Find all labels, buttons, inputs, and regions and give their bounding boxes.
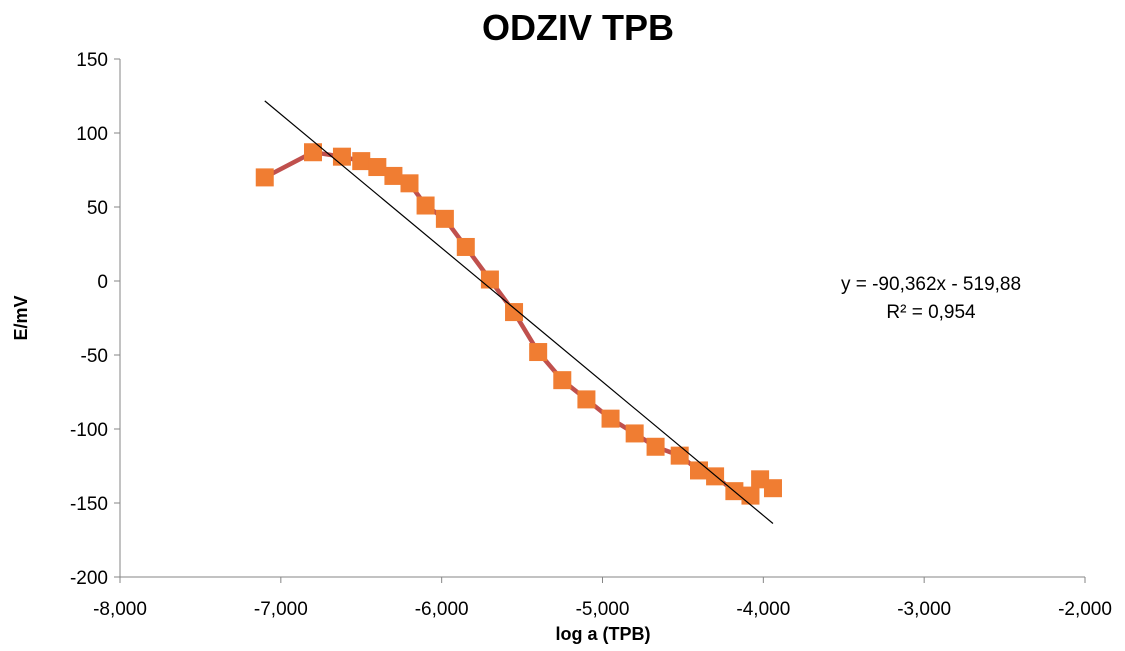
trendline-layer — [264, 100, 774, 524]
trendline-equation: y = -90,362x - 519,88 — [841, 274, 1021, 295]
data-point-marker — [416, 196, 435, 215]
trendline-r2: R² = 0,954 — [886, 302, 976, 323]
data-point-marker — [368, 158, 387, 177]
data-point-marker — [255, 168, 274, 187]
data-point-marker — [625, 424, 644, 443]
y-tick-label: 100 — [76, 124, 108, 145]
y-tick-label: -50 — [81, 346, 108, 367]
y-tick-label: -100 — [70, 420, 108, 441]
data-point-marker — [304, 143, 322, 162]
data-point-marker — [332, 147, 351, 166]
x-tick-label: -8,000 — [93, 599, 147, 620]
data-point-marker — [646, 437, 665, 456]
data-point-marker — [480, 270, 499, 289]
x-tick-label: -7,000 — [254, 599, 308, 620]
y-tick-label: -200 — [70, 568, 108, 589]
data-point-marker — [352, 152, 371, 171]
x-tick-label: -2,000 — [1058, 599, 1112, 620]
data-point-marker — [577, 390, 596, 409]
data-point-marker — [763, 479, 782, 498]
data-point-marker — [601, 409, 620, 428]
y-axis-ticks: -200 -150 -100 -50 0 50 100 150 — [70, 50, 120, 589]
data-point-marker — [553, 371, 572, 390]
data-point-marker — [456, 237, 475, 256]
data-point-marker — [529, 343, 548, 362]
series-line — [263, 149, 775, 498]
x-tick-label: -5,000 — [576, 599, 630, 620]
y-tick-label: 150 — [76, 50, 108, 71]
data-point-marker — [690, 461, 708, 480]
y-tick-label: 0 — [97, 272, 108, 293]
trendline — [264, 100, 774, 524]
data-point-marker — [435, 209, 454, 228]
data-point-marker — [400, 174, 419, 193]
y-tick-label: -150 — [70, 494, 108, 515]
data-point-marker — [670, 446, 689, 465]
chart-title: ODZIV TPB — [482, 7, 674, 48]
data-point-marker — [384, 166, 403, 185]
data-point-marker — [505, 303, 524, 322]
x-tick-label: -6,000 — [415, 599, 469, 620]
y-axis-title: E/mV — [11, 295, 31, 340]
x-axis-title: log a (TPB) — [556, 624, 651, 644]
x-axis-ticks: -8,000 -7,000 -6,000 -5,000 -4,000 -3,000 -2,0… — [93, 577, 1112, 620]
data-point-marker — [741, 486, 760, 505]
x-tick-label: -4,000 — [736, 599, 790, 620]
x-tick-label: -3,000 — [897, 599, 951, 620]
y-tick-label: 50 — [87, 198, 108, 219]
series-layer — [255, 143, 782, 505]
